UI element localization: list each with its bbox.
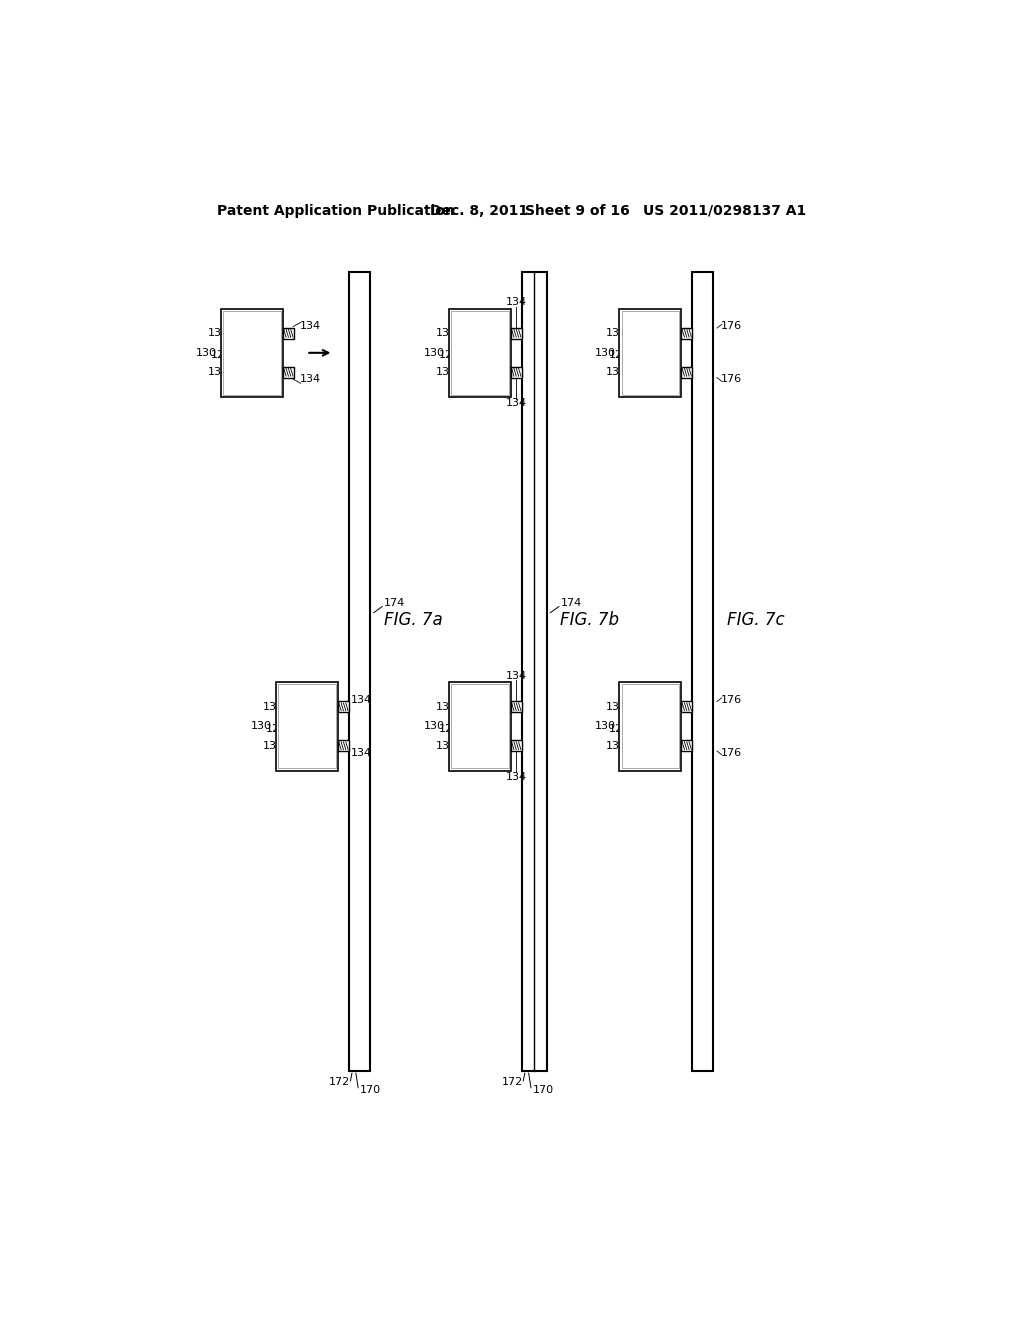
Bar [622, 312, 679, 395]
Bar [283, 327, 294, 339]
Text: 170: 170 [359, 1085, 381, 1096]
Text: 124: 124 [211, 351, 231, 360]
Text: Patent Application Publication: Patent Application Publication [217, 203, 455, 218]
Bar [279, 684, 336, 768]
Text: 134: 134 [506, 671, 526, 681]
Text: 134: 134 [506, 297, 526, 308]
Text: 132: 132 [606, 329, 627, 338]
Text: 176: 176 [721, 375, 742, 384]
Text: FIG. 7b: FIG. 7b [560, 611, 620, 630]
Text: 132: 132 [208, 329, 228, 338]
Text: 132: 132 [435, 741, 457, 751]
Bar [283, 367, 294, 378]
Text: 130: 130 [197, 348, 217, 358]
Text: 134: 134 [351, 694, 373, 705]
Text: 132: 132 [435, 702, 457, 711]
Bar [511, 367, 521, 378]
Bar [338, 741, 349, 751]
Text: 134: 134 [351, 748, 373, 758]
Text: 130: 130 [424, 348, 445, 358]
Text: 124: 124 [609, 723, 630, 734]
Text: 176: 176 [721, 321, 742, 331]
Text: 130: 130 [424, 721, 445, 731]
Text: 130: 130 [251, 721, 272, 731]
Bar [620, 682, 681, 771]
Text: 132: 132 [262, 702, 284, 711]
Bar [276, 682, 338, 771]
Text: 132: 132 [606, 702, 627, 711]
Bar [681, 741, 692, 751]
Text: 134: 134 [506, 399, 526, 408]
Text: FIG. 7a: FIG. 7a [384, 611, 442, 630]
Text: 130: 130 [595, 721, 615, 731]
Bar [349, 272, 370, 1071]
Bar [452, 312, 509, 395]
Bar [681, 367, 692, 378]
Text: 176: 176 [721, 748, 742, 758]
Bar [223, 312, 281, 395]
Text: 170: 170 [532, 1085, 554, 1096]
Bar [620, 309, 681, 397]
Text: 172: 172 [502, 1077, 523, 1088]
Text: FIG. 7c: FIG. 7c [727, 611, 784, 630]
Text: 124: 124 [265, 723, 287, 734]
Text: 124: 124 [609, 351, 630, 360]
Text: 132: 132 [262, 741, 284, 751]
Text: 124: 124 [438, 351, 460, 360]
Bar [681, 327, 692, 339]
Text: 174: 174 [384, 598, 406, 609]
Text: Sheet 9 of 16: Sheet 9 of 16 [524, 203, 630, 218]
Text: 176: 176 [721, 694, 742, 705]
Bar [511, 327, 521, 339]
Bar [511, 701, 521, 713]
Text: 130: 130 [595, 348, 615, 358]
Text: 172: 172 [329, 1077, 350, 1088]
Text: 132: 132 [435, 367, 457, 378]
Text: 124: 124 [438, 723, 460, 734]
Text: 132: 132 [606, 741, 627, 751]
Bar [338, 701, 349, 713]
Text: 132: 132 [208, 367, 228, 378]
Bar [449, 682, 511, 771]
Text: 134: 134 [506, 772, 526, 781]
Bar [511, 741, 521, 751]
Bar [452, 684, 509, 768]
Text: 174: 174 [560, 598, 582, 609]
Text: US 2011/0298137 A1: US 2011/0298137 A1 [643, 203, 807, 218]
Bar [221, 309, 283, 397]
Text: 134: 134 [300, 375, 322, 384]
Text: 132: 132 [435, 329, 457, 338]
Text: 132: 132 [606, 367, 627, 378]
Text: Dec. 8, 2011: Dec. 8, 2011 [430, 203, 528, 218]
Bar [449, 309, 511, 397]
Bar [622, 684, 679, 768]
Bar [692, 272, 713, 1071]
Bar [681, 701, 692, 713]
Bar [521, 272, 547, 1071]
Text: 134: 134 [300, 321, 322, 331]
